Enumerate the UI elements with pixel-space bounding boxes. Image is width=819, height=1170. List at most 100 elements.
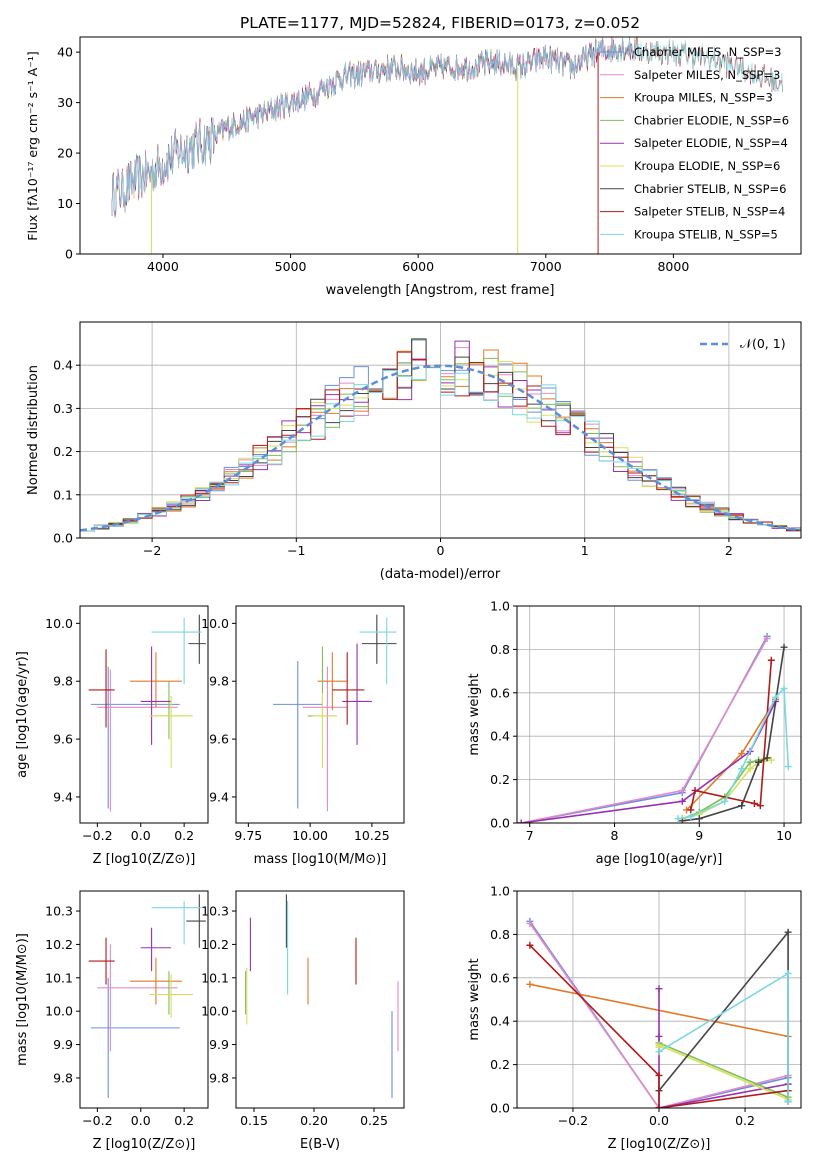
massweight-vs-age-xtick-label: 9 <box>695 828 703 843</box>
residual-ytick-label: 0.2 <box>53 444 73 459</box>
residual-xtick-label: −2 <box>143 543 161 558</box>
massweight-vs-age-y-axis-label: mass weight <box>467 673 482 755</box>
massweight-vs-z-xtick-label: 0.2 <box>735 1113 755 1128</box>
massweight-vs-age-xtick-label: 7 <box>526 828 534 843</box>
mass-vs-z-ytick-label: 9.8 <box>53 1070 73 1085</box>
age-vs-mass-xtick-label: 10.00 <box>292 828 328 843</box>
mass-vs-z-ytick-label: 10.3 <box>45 904 73 919</box>
mass-vs-ebv-frame <box>235 890 405 1109</box>
massweight-vs-z-ytick-label: 0.4 <box>490 1014 510 1029</box>
legend-label: Salpeter MILES, N_SSP=3 <box>634 68 780 82</box>
massweight-vs-z-marker <box>655 1071 663 1079</box>
spectrum-xtick-label: 7000 <box>530 259 562 274</box>
massweight-vs-age-marker <box>674 815 682 823</box>
legend-label: Kroupa ELODIE, N_SSP=6 <box>634 159 780 173</box>
x-axis-label: (data-model)/error <box>380 567 501 582</box>
massweight-vs-z-ytick-label: 0.0 <box>490 1101 510 1116</box>
massweight-vs-age-line-salpeter-elodie <box>521 701 777 823</box>
spectrum-ytick-label: 40 <box>57 45 73 60</box>
residual-ytick-label: 0.4 <box>53 358 73 373</box>
spectrum-ytick-label: 10 <box>57 196 73 211</box>
massweight-vs-z-frame <box>516 890 802 1109</box>
massweight-vs-z-marker <box>526 941 534 949</box>
x-axis-label: wavelength [Angstrom, rest frame] <box>326 283 555 298</box>
massweight-vs-age-marker <box>687 812 695 820</box>
mass-vs-ebv-xtick-label: 0.15 <box>240 1113 268 1128</box>
age-vs-mass-ytick-label: 9.8 <box>209 674 229 689</box>
mass-vs-z-ytick-label: 10.2 <box>45 937 73 952</box>
massweight-vs-z-marker <box>784 969 792 977</box>
massweight-vs-age-marker <box>678 786 686 794</box>
age-vs-mass-xtick-label: 10.25 <box>354 828 390 843</box>
age-vs-z-ytick-label: 9.6 <box>53 732 73 747</box>
massweight-vs-age-line-chabrier-stelib <box>682 647 785 822</box>
massweight-vs-age-marker <box>738 750 746 758</box>
massweight-vs-age-marker <box>763 635 771 643</box>
age-vs-mass-ytick-label: 9.6 <box>209 732 229 747</box>
spectrum-xtick-label: 6000 <box>402 259 434 274</box>
clip-spec-layer <box>111 37 783 254</box>
age-vs-z-xtick-label: 0.0 <box>131 828 151 843</box>
massweight-vs-z-marker <box>526 920 534 928</box>
massweight-vs-z-marker <box>655 1048 663 1056</box>
legend-label: Kroupa STELIB, N_SSP=5 <box>634 227 778 241</box>
age-vs-z-x-axis-label: Z [log10(Z/Z⊙)] <box>93 852 196 867</box>
mass-vs-z-x-axis-label: Z [log10(Z/Z⊙)] <box>93 1137 196 1152</box>
massweight-vs-z-ytick-label: 1.0 <box>490 884 510 899</box>
age-vs-z-ytick-label: 9.4 <box>53 789 73 804</box>
age-vs-mass-xtick-label: 9.75 <box>234 828 262 843</box>
massweight-vs-age-marker <box>738 765 746 773</box>
massweight-vs-age-x-axis-label: age [log10(age/yr)] <box>596 852 723 867</box>
spectrum-xtick-label: 4000 <box>147 259 179 274</box>
y-axis-label: Flux [fλ10⁻¹⁷ erg cm⁻² s⁻¹ A⁻¹] <box>25 51 40 240</box>
massweight-vs-z-ytick-label: 0.8 <box>490 927 510 942</box>
massweight-vs-z-line-chabrier-stelib <box>658 929 789 1102</box>
age-vs-z-frame <box>79 605 209 824</box>
spectrum-xtick-label: 8000 <box>657 259 689 274</box>
massweight-vs-z-marker <box>784 1097 792 1105</box>
mass-vs-ebv-ytick-label: 9.8 <box>209 1070 229 1085</box>
massweight-vs-z-line-chabrier-miles <box>529 920 789 1108</box>
mass-vs-ebv-xtick-label: 0.25 <box>360 1113 388 1128</box>
mass-vs-z-ytick-label: 9.9 <box>53 1037 73 1052</box>
mass-vs-z-xtick-label: 0.2 <box>174 1113 194 1128</box>
spectrum-ytick-label: 30 <box>57 95 73 110</box>
mass-vs-ebv-x-axis-label: E(B-V) <box>300 1137 340 1152</box>
legend-label: Chabrier STELIB, N_SSP=6 <box>634 182 786 196</box>
spectrum-frame <box>79 36 802 255</box>
residual-xtick-label: 2 <box>725 543 733 558</box>
massweight-vs-age-marker <box>780 684 788 692</box>
clip-age-vs-z-layer <box>88 614 206 812</box>
age-vs-mass-ytick-label: 9.4 <box>209 789 229 804</box>
massweight-vs-age-ytick-label: 0.4 <box>490 729 510 744</box>
residual-frame <box>79 321 802 539</box>
mass-vs-z-ytick-label: 10.0 <box>45 1004 73 1019</box>
clip-age-vs-mass-layer <box>273 614 397 812</box>
mass-vs-ebv-ytick-label: 10.3 <box>201 904 229 919</box>
massweight-vs-age-marker <box>746 758 754 766</box>
spectrum-line-kroupa-stelib <box>111 37 783 216</box>
massweight-vs-age-ytick-label: 1.0 <box>490 599 510 614</box>
massweight-vs-age-frame <box>516 605 802 824</box>
legend-label: Chabrier ELODIE, N_SSP=6 <box>634 113 789 127</box>
residual-ytick-label: 0.1 <box>53 487 73 502</box>
clip-hist-layer <box>80 338 801 532</box>
massweight-vs-age-marker <box>746 765 754 773</box>
residual-ytick-label: 0.0 <box>53 531 73 546</box>
age-vs-z-y-axis-label: age [log10(age/yr)] <box>15 651 30 778</box>
massweight-vs-age-marker <box>678 797 686 805</box>
chart-title: PLATE=1177, MJD=52824, FIBERID=0173, z=0… <box>240 14 640 32</box>
residual-xtick-label: 1 <box>581 543 589 558</box>
massweight-vs-age-marker <box>756 802 764 810</box>
massweight-vs-z-marker <box>655 985 663 993</box>
massweight-vs-z-line-salpeter-elodie <box>658 988 789 1108</box>
massweight-vs-age-ytick-label: 0.0 <box>490 816 510 831</box>
residual-xtick-label: −1 <box>287 543 305 558</box>
massweight-vs-age-xtick-label: 10 <box>776 828 792 843</box>
massweight-vs-age-marker <box>721 797 729 805</box>
massweight-vs-z-line-salpeter-miles <box>529 923 789 1108</box>
age-vs-mass-ytick-label: 10.0 <box>201 616 229 631</box>
mass-vs-z-frame <box>79 890 209 1109</box>
mass-vs-z-xtick-label: −0.2 <box>82 1113 112 1128</box>
